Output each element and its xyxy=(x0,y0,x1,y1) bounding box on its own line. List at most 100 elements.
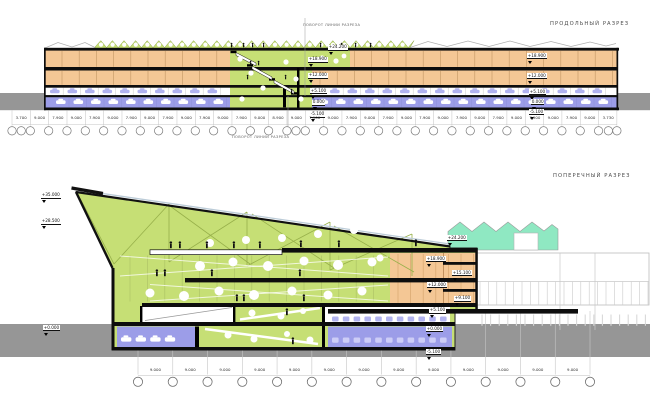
level-triangle-icon xyxy=(529,96,534,100)
dimension-label: 9.000 xyxy=(547,115,559,120)
grid-axes-top xyxy=(7,110,622,136)
section-turn-label-top: ПОВОРОТ ЛИНИИ РАЗРЕЗА xyxy=(303,22,361,27)
trees xyxy=(145,224,424,344)
level-triangle-icon xyxy=(452,277,457,281)
elevation-mark: +12.000 xyxy=(527,62,547,84)
elevation-mark: +5.100 xyxy=(310,77,327,99)
elevation-mark: +18.900 xyxy=(426,245,446,267)
dimension-label: 9.000 xyxy=(70,115,82,120)
elevation-mark: +24.200 xyxy=(328,33,348,55)
dimension-label: 9.000 xyxy=(254,115,266,120)
people-figures xyxy=(230,42,372,94)
level-triangle-icon xyxy=(41,226,46,229)
dimension-label: 7.900 xyxy=(529,115,541,120)
dimension-label: 9.000 xyxy=(358,366,370,372)
elevation-mark: -5.100 xyxy=(529,98,544,120)
elevation-mark: +24.200 xyxy=(447,224,467,246)
dimension-label: 7.900 xyxy=(345,115,357,120)
dimension-label: 7.900 xyxy=(492,115,504,120)
dimension-label: 7.900 xyxy=(199,115,211,120)
dimension-label: 7.900 xyxy=(455,115,467,120)
elevation-mark: 0.000 xyxy=(312,88,326,110)
parked-cars xyxy=(50,87,612,108)
dimension-label: 9.000 xyxy=(427,366,440,372)
dimension-label: 7.900 xyxy=(88,115,101,120)
building-edge-right xyxy=(616,47,619,111)
dimension-row-longitudinal: 3.700 9.000 7.900 9.000 7.900 9.000 7.900 9.000… xyxy=(12,116,618,120)
slab-bottom xyxy=(44,107,619,111)
dimension-label: 9.000 xyxy=(400,115,412,120)
dimension-label: 9.000 xyxy=(437,115,449,120)
elevation-mark: +5.100 xyxy=(429,296,446,318)
elevation-mark: +5.100 xyxy=(529,78,546,100)
elevation-mark: +35.000 xyxy=(41,181,61,203)
dimension-label: 7.900 xyxy=(565,115,578,120)
level-triangle-icon xyxy=(527,80,532,84)
level-triangle-icon xyxy=(426,356,431,360)
atrium-stairs xyxy=(230,50,300,108)
dimension-label: 9.000 xyxy=(462,366,474,372)
roofline-outline-left xyxy=(44,42,96,49)
dimension-label: 7.900 xyxy=(162,115,174,120)
dimension-label: 9.000 xyxy=(393,366,405,372)
dimension-label: 9.000 xyxy=(290,115,302,120)
floor-band-lower xyxy=(45,70,618,85)
level-triangle-icon xyxy=(312,107,317,110)
dimension-label: 9.000 xyxy=(144,115,156,120)
level-triangle-icon xyxy=(447,242,452,246)
dimension-label: 9.000 xyxy=(474,115,486,120)
slab-5100 xyxy=(45,85,618,88)
elevation-mark: +12.000 xyxy=(308,61,328,83)
level-triangle-icon xyxy=(429,315,434,318)
dimension-label: 7.900 xyxy=(382,115,394,120)
level-triangle-icon xyxy=(41,200,46,203)
elevation-mark: +15.100 xyxy=(452,259,472,281)
roofline-outline-right xyxy=(409,40,617,48)
level-triangle-icon xyxy=(308,80,313,83)
cars-and-seats xyxy=(121,316,447,343)
level-triangle-icon xyxy=(426,263,431,267)
level-triangle-icon xyxy=(527,60,532,64)
roof-edges xyxy=(71,186,451,269)
elevation-mark: -5.100 xyxy=(310,100,325,122)
dimension-label: 9.000 xyxy=(33,115,46,120)
dimension-label: 9.000 xyxy=(532,366,544,372)
dimension-label: 9.000 xyxy=(219,366,231,372)
dimension-label: 3.700 xyxy=(15,115,27,120)
dimension-label: 8.900 xyxy=(272,115,284,120)
slab-12000 xyxy=(45,67,618,71)
dimension-label: 9.000 xyxy=(180,115,192,120)
dimension-label: 7.900 xyxy=(419,115,431,120)
level-triangle-icon xyxy=(328,52,333,55)
elevation-mark: +28.500 xyxy=(41,207,61,229)
elevation-mark: +12.000 xyxy=(427,271,447,293)
level-triangle-icon xyxy=(310,119,315,122)
level-triangle-icon xyxy=(308,64,313,67)
level-triangle-icon xyxy=(531,106,536,110)
dimension-label: 9.000 xyxy=(567,366,579,372)
longitudinal-section-title: ПРОДОЛЬНЫЙ РАЗРЕЗ xyxy=(550,20,630,27)
dimension-label: 9.000 xyxy=(584,115,596,120)
column-lines xyxy=(61,51,613,85)
dimension-label: 7.900 xyxy=(235,115,247,120)
level-triangle-icon xyxy=(529,116,534,120)
dimension-label: 9.000 xyxy=(149,366,161,372)
dimension-label: 9.000 xyxy=(107,115,119,120)
elevation-mark: +0.000 xyxy=(43,314,60,336)
slab-0000 xyxy=(45,95,618,98)
dimension-label: 9.000 xyxy=(254,366,266,372)
mint-building-notch xyxy=(513,232,539,251)
grid-axes-bottom xyxy=(132,375,596,387)
green-band-segment xyxy=(312,50,350,67)
dimension-label: 9.000 xyxy=(288,366,301,372)
dimension-label: 7.900 xyxy=(309,115,321,120)
dimension-label: 9.000 xyxy=(364,115,376,120)
elevation-mark: 0.000 xyxy=(531,88,545,110)
dimension-label: 9.000 xyxy=(217,115,229,120)
transverse-section-title: ПОПЕРЕЧНЫЙ РАЗРЕЗ xyxy=(553,173,631,179)
dimension-label: 9.000 xyxy=(184,366,196,372)
dimension-label: 9.000 xyxy=(327,115,339,120)
elevation-mark: +18.900 xyxy=(308,45,328,67)
